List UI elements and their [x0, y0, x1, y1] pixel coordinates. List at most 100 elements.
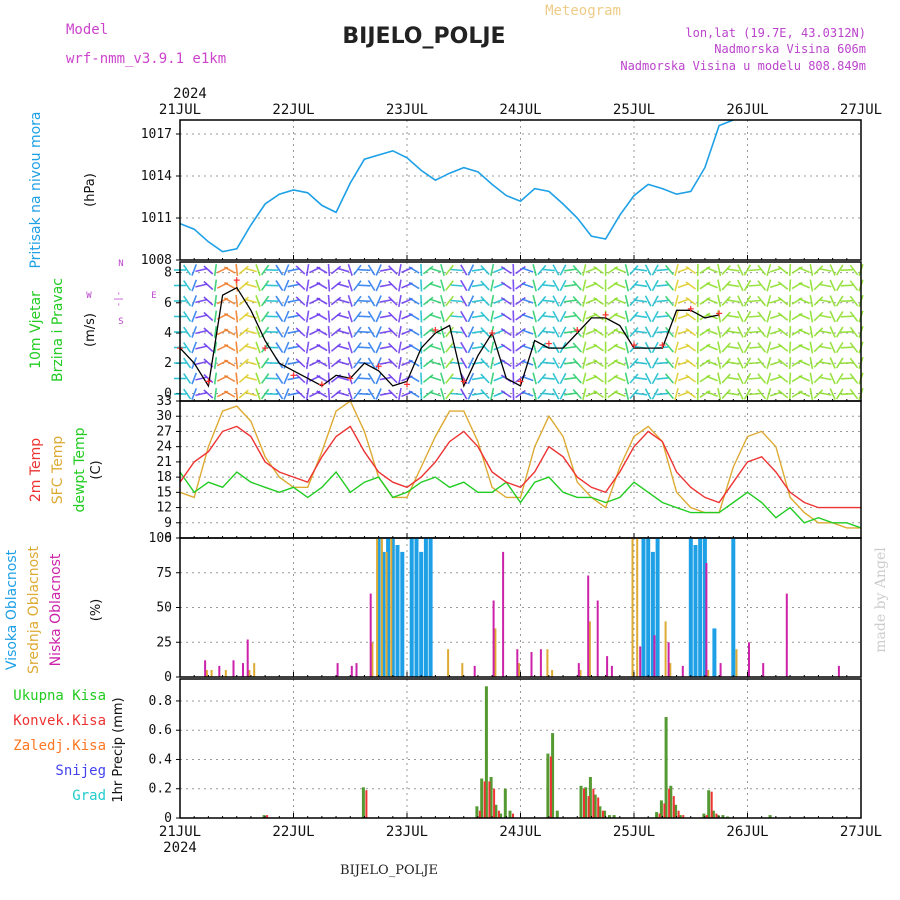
wind-arrow: [440, 372, 445, 385]
wind-arrow: [191, 341, 198, 354]
x-tick-label-top: 27JUL: [840, 102, 882, 118]
wind-arrow: [238, 389, 249, 399]
cloud-tick-label: 100: [149, 531, 172, 546]
total-precip-bar: [579, 785, 583, 818]
wind-arrow: [835, 295, 844, 307]
year-top: 2024: [173, 86, 207, 102]
wind-arrow: [471, 392, 485, 396]
wind-arrow: [727, 268, 740, 272]
wind-arrow: [664, 280, 675, 291]
wind-arrow: [819, 283, 832, 288]
cloud-bar-mid: [494, 628, 497, 677]
wind-arrow: [283, 264, 290, 276]
wind-arrow: [235, 356, 239, 370]
wind-arrow: [195, 391, 208, 397]
temperature-tick-label: 24: [156, 440, 172, 455]
wind-arrow: [183, 388, 192, 400]
wind-arrow: [327, 294, 331, 308]
wind-arrow: [798, 328, 811, 336]
wind-arrow: [316, 343, 328, 352]
wind-arrow: [582, 295, 587, 307]
wind-arrow: [330, 265, 342, 275]
wind-arrow: [337, 298, 350, 304]
wind-arrow: [717, 325, 722, 339]
cloud-bar-mid: [636, 538, 639, 677]
wind-arrow: [283, 326, 290, 338]
wind-arrow: [809, 325, 814, 339]
cloud-bar-mid: [385, 551, 388, 677]
total-precip-bar: [475, 806, 479, 818]
wind-arrow: [440, 356, 445, 370]
wind-arrow: [235, 341, 239, 354]
wind-arrow: [651, 372, 659, 385]
wind-arrow: [532, 372, 537, 385]
footer-station: BIJELO_POLJE: [340, 863, 438, 878]
wind-arrow: [423, 281, 434, 290]
wind-arrow: [743, 357, 752, 369]
wind-arrow: [582, 326, 587, 338]
wind-arrow: [440, 279, 445, 292]
wind-arrow: [367, 295, 376, 307]
station-title: BIJELO_POLJE: [342, 24, 505, 49]
wind-arrow: [593, 389, 604, 399]
wind-arrow: [798, 282, 811, 289]
wind-arrow: [471, 268, 485, 272]
wind-arrow: [582, 341, 587, 354]
total-precip-bar: [721, 815, 725, 818]
cloud-bar-low: [530, 652, 533, 677]
wind-arrow: [559, 264, 567, 276]
wind-arrow: [737, 310, 744, 323]
wind-arrow: [651, 310, 659, 323]
wind-arrow: [532, 325, 537, 339]
cloud-bar-high: [641, 538, 646, 677]
wind-arrow: [467, 295, 475, 307]
wind-arrow: [445, 280, 454, 291]
x-tick-label-bottom: 24JUL: [499, 824, 541, 840]
wind-arrow: [480, 342, 490, 353]
wind-arrow: [829, 295, 836, 307]
wind-arrow: [515, 327, 526, 337]
wind-arrow: [840, 346, 853, 349]
wind-arrow: [766, 279, 772, 292]
wind-arrow: [347, 310, 353, 323]
wind-arrow: [347, 326, 353, 338]
wind-arrow: [305, 387, 310, 401]
wind-arrow: [674, 372, 679, 385]
total-precip-bar: [655, 812, 659, 818]
wind-arrow: [677, 298, 690, 304]
cloud-bar-low: [639, 646, 642, 677]
wind-arrow: [552, 264, 560, 276]
wind-arrow: [235, 294, 239, 308]
convective-precip-bar: [549, 756, 552, 818]
convective-precip-bar: [658, 813, 661, 818]
wind-arrow: [757, 342, 767, 353]
wind-arrow: [624, 388, 630, 400]
wind-arrow: [420, 372, 423, 385]
wind-arrow: [582, 372, 587, 385]
wind-arrow: [183, 357, 192, 369]
wind-arrow: [766, 310, 772, 323]
wind-arrow: [337, 329, 350, 335]
cloud-panel-frame: [179, 537, 862, 678]
total-precip-bar: [607, 815, 611, 818]
temp2m-line: [179, 425, 861, 509]
wind-title-2: Brzina i Pravac: [50, 278, 66, 382]
wind-arrow: [213, 325, 218, 339]
wind-arrow: [305, 279, 310, 292]
wind-arrow: [572, 388, 582, 400]
total-precip-bar: [711, 810, 715, 818]
wind-arrow: [664, 388, 675, 400]
cloud-bar-high: [419, 551, 424, 677]
wind-arrow: [737, 341, 744, 354]
cloud-bar-low: [762, 663, 765, 677]
wind-arrow: [408, 374, 420, 383]
mid-cloud-title: Srednja Oblacnost: [26, 546, 42, 674]
wind-arrow: [829, 341, 836, 354]
wind-arrow: [809, 356, 814, 370]
wind-arrow: [521, 329, 534, 335]
wind-arrow: [582, 279, 587, 292]
temperature-tick-label: 6: [164, 531, 172, 546]
wind-arrow: [450, 315, 463, 318]
wind-arrow: [737, 357, 744, 369]
